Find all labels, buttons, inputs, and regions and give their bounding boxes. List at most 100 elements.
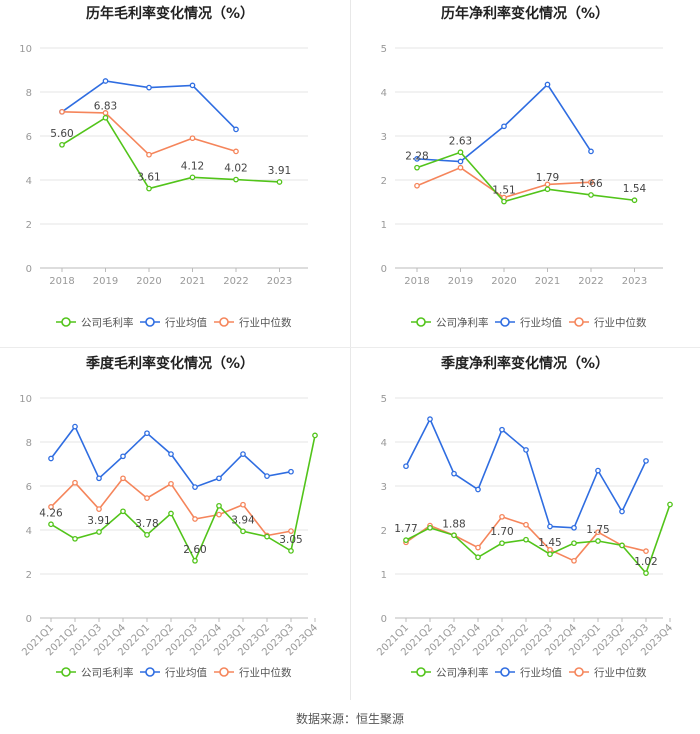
data-point-company bbox=[264, 533, 270, 540]
data-point-avg bbox=[414, 156, 420, 162]
chart-title: 历年净利率变化情况（%） bbox=[441, 5, 609, 22]
x-tick-label: 2021 bbox=[180, 276, 205, 287]
data-label: 3.91 bbox=[268, 165, 291, 177]
legend-marker-median bbox=[574, 667, 584, 677]
series-line-company bbox=[405, 504, 671, 575]
x-tick-label: 2023 bbox=[622, 276, 647, 287]
data-label: 3.61 bbox=[137, 172, 160, 184]
x-tick-label: 2019 bbox=[448, 276, 473, 287]
x-tick-label: 2018 bbox=[49, 276, 74, 287]
data-point-avg bbox=[240, 451, 246, 457]
y-tick-label: 3 bbox=[381, 132, 387, 143]
data-point-company bbox=[547, 551, 553, 558]
chart-title: 历年毛利率变化情况（%） bbox=[86, 5, 254, 22]
data-point-avg bbox=[499, 426, 505, 433]
data-point-company bbox=[571, 540, 577, 547]
chart-title: 季度净利率变化情况（%） bbox=[440, 355, 609, 372]
y-tick-label: 10 bbox=[19, 394, 32, 405]
legend-label-company: 公司毛利率 bbox=[81, 316, 134, 329]
panel-divider-horizontal bbox=[0, 347, 700, 348]
data-point-company bbox=[499, 540, 505, 547]
chart-title: 季度毛利率变化情况（%） bbox=[85, 355, 254, 372]
x-tick-label: 2021 bbox=[535, 276, 560, 287]
data-point-avg bbox=[501, 123, 507, 130]
y-tick-label: 0 bbox=[26, 614, 32, 625]
data-label: 3.94 bbox=[231, 514, 255, 526]
data-point-avg bbox=[427, 416, 433, 422]
data-label: 1.54 bbox=[623, 183, 647, 195]
data-point-company bbox=[240, 528, 246, 535]
data-point-company bbox=[120, 508, 126, 515]
data-point-avg bbox=[168, 451, 174, 457]
legend-label-avg: 行业均值 bbox=[165, 316, 207, 329]
data-point-company bbox=[403, 537, 409, 543]
series-line-company bbox=[50, 435, 316, 563]
data-label: 5.60 bbox=[50, 128, 73, 140]
data-point-company bbox=[414, 164, 420, 171]
data-point-median bbox=[144, 495, 150, 501]
series-line-avg bbox=[405, 417, 647, 529]
data-point-company bbox=[631, 197, 638, 204]
series-line-avg bbox=[416, 83, 592, 163]
legend-label-median: 行业中位数 bbox=[594, 316, 647, 329]
legend-marker-company bbox=[61, 667, 71, 677]
data-point-median bbox=[168, 480, 174, 487]
data-point-avg bbox=[571, 524, 577, 531]
chart-svg: 历年毛利率变化情况（%） 0 2 4 6 8 10 2018 2019 2020 2021 2022 2… bbox=[19, 5, 308, 329]
x-tick-label: 2020 bbox=[491, 276, 516, 287]
data-point-avg bbox=[48, 455, 54, 462]
data-point-company bbox=[168, 510, 174, 517]
data-point-company bbox=[523, 536, 529, 543]
data-label: 6.83 bbox=[94, 101, 117, 113]
data-label: 3.78 bbox=[135, 518, 158, 530]
y-tick-label: 2 bbox=[381, 176, 387, 187]
legend-label-avg: 行业均值 bbox=[165, 666, 207, 679]
data-point-avg bbox=[403, 463, 409, 470]
data-point-avg bbox=[619, 508, 625, 515]
series-line-company bbox=[61, 116, 280, 190]
legend-marker-company bbox=[416, 317, 426, 327]
data-point-avg bbox=[547, 523, 553, 530]
data-label: 4.26 bbox=[39, 507, 63, 519]
legend-marker-avg bbox=[500, 667, 510, 677]
data-point-company bbox=[288, 548, 294, 554]
legend-marker-avg bbox=[145, 317, 155, 327]
y-tick-label: 8 bbox=[26, 88, 32, 99]
chart-svg: 历年净利率变化情况（%） 0 1 2 3 4 5 2018 2019 2020 2021 2022 20… bbox=[381, 5, 663, 329]
data-label: 2.28 bbox=[405, 151, 428, 163]
data-point-median bbox=[72, 479, 78, 486]
data-label: 1.88 bbox=[442, 518, 465, 530]
y-tick-label: 2 bbox=[26, 220, 32, 231]
data-point-avg bbox=[595, 467, 601, 474]
legend-label-avg: 行业均值 bbox=[520, 666, 562, 679]
data-point-avg bbox=[588, 148, 594, 155]
y-tick-label: 4 bbox=[26, 526, 32, 537]
legend-label-median: 行业中位数 bbox=[594, 666, 647, 679]
data-point-median bbox=[571, 557, 577, 564]
data-point-avg bbox=[523, 447, 529, 453]
data-point-avg bbox=[288, 468, 294, 475]
chart-panel-quarterly-net-margin: 季度净利率变化情况（%） 0 1 2 3 4 5 2021Q1 2021Q2 2021Q3 2021… bbox=[355, 350, 695, 700]
data-point-company bbox=[72, 535, 78, 542]
y-tick-label: 4 bbox=[381, 88, 387, 99]
data-label: 1.70 bbox=[490, 526, 513, 538]
y-tick-label: 5 bbox=[381, 394, 387, 405]
data-point-median bbox=[192, 516, 198, 522]
data-point-avg bbox=[146, 84, 152, 91]
data-point-avg bbox=[264, 473, 270, 479]
x-tick-label: 2023 bbox=[267, 276, 292, 287]
data-point-avg bbox=[544, 81, 551, 88]
data-point-avg bbox=[72, 423, 78, 430]
data-point-median bbox=[475, 544, 481, 551]
data-point-median bbox=[523, 521, 529, 528]
data-point-median bbox=[233, 148, 239, 155]
data-point-company bbox=[189, 174, 196, 181]
data-point-company bbox=[144, 531, 150, 538]
data-point-avg bbox=[144, 430, 150, 437]
legend-marker-median bbox=[219, 317, 229, 327]
data-point-avg bbox=[451, 470, 457, 477]
data-point-company bbox=[501, 198, 507, 205]
data-point-median bbox=[240, 501, 246, 508]
data-point-avg bbox=[216, 475, 222, 482]
legend-marker-median bbox=[219, 667, 229, 677]
